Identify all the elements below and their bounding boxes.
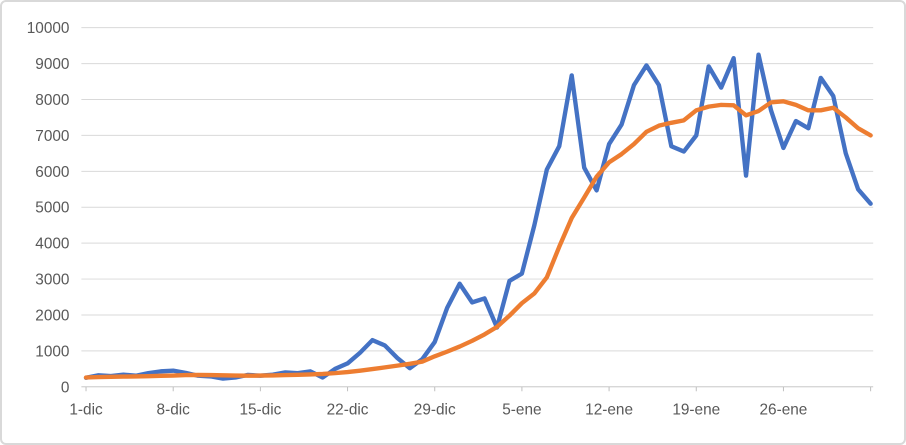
x-axis-label: 8-dic xyxy=(157,401,191,418)
y-axis-label: 8000 xyxy=(35,92,69,109)
axes-group xyxy=(81,386,874,392)
moving-average-line[interactable] xyxy=(83,99,873,380)
x-axis-label: 5-ene xyxy=(502,401,541,418)
y-axis-label: 0 xyxy=(61,379,70,396)
daily-values-line[interactable] xyxy=(83,52,873,381)
axis-labels-group: 0 1000 2000 3000 4000 5000 6000 7000 8000 9000 100… xyxy=(27,20,808,418)
y-axis-label: 7000 xyxy=(35,128,69,145)
y-axis-label: 2000 xyxy=(35,307,69,324)
x-axis-label: 15-dic xyxy=(239,401,281,418)
y-axis-label: 3000 xyxy=(35,272,69,289)
gridlines-group xyxy=(81,27,874,352)
y-axis-label: 9000 xyxy=(35,56,69,73)
y-axis-label: 5000 xyxy=(35,200,69,217)
x-axis-label: 1-dic xyxy=(69,401,103,418)
x-axis-label: 19-ene xyxy=(672,401,720,418)
series-group xyxy=(83,52,873,381)
x-axis-label: 26-ene xyxy=(760,401,808,418)
y-axis-label: 4000 xyxy=(35,236,69,253)
x-axis-label: 12-ene xyxy=(585,401,633,418)
y-axis-label: 10000 xyxy=(27,20,70,37)
x-axis-label: 29-dic xyxy=(414,401,456,418)
y-axis-label: 1000 xyxy=(35,343,69,360)
y-axis-label: 6000 xyxy=(35,164,69,181)
x-axis-label: 22-dic xyxy=(327,401,369,418)
